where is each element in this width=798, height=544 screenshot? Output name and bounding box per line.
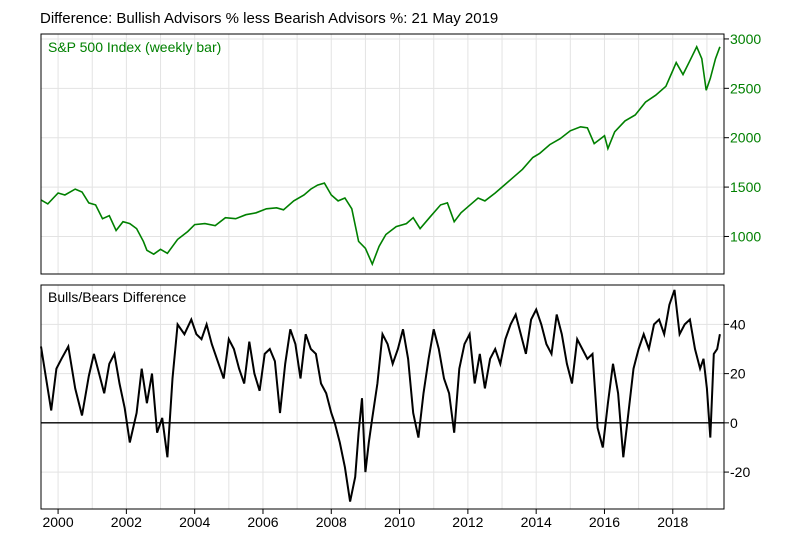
x-tick-label: 2002	[111, 514, 142, 530]
sp500-panel-label: S&P 500 Index (weekly bar)	[48, 39, 221, 55]
x-axis: 2000 2002 2004 2006 2008 2010 2012 2014 2016 2018	[42, 509, 689, 530]
sp500-y-axis: 1000 1500 2000 2500 3000	[724, 31, 761, 244]
sp500-y-tick-label: 1000	[730, 228, 761, 244]
x-tick-label: 2010	[384, 514, 415, 530]
diff-y-axis: -20 0 20 40	[724, 316, 750, 480]
diff-y-tick-label: 20	[730, 366, 746, 382]
diff-gridlines	[41, 285, 724, 509]
x-tick-label: 2004	[179, 514, 210, 530]
chart-title: Difference: Bullish Advisors % less Bear…	[40, 10, 498, 27]
x-tick-label: 2008	[316, 514, 347, 530]
sp500-panel-frame	[40, 33, 725, 275]
diff-y-tick-label: -20	[730, 464, 750, 480]
diff-y-tick-label: 40	[730, 316, 746, 332]
x-tick-label: 2006	[247, 514, 278, 530]
diff-panel-label: Bulls/Bears Difference	[48, 289, 186, 305]
x-tick-label: 2018	[657, 514, 688, 530]
sp500-series-line	[40, 44, 721, 267]
sp500-y-tick-label: 3000	[730, 31, 761, 47]
sp500-y-tick-label: 2500	[730, 80, 761, 96]
diff-panel-frame	[40, 284, 725, 510]
x-tick-label: 2012	[452, 514, 483, 530]
sp500-gridlines	[41, 34, 724, 274]
x-tick-label: 2000	[42, 514, 73, 530]
bulls-bears-difference-line	[40, 289, 721, 502]
diff-y-tick-label: 0	[730, 415, 738, 431]
sp500-y-tick-label: 1500	[730, 179, 761, 195]
x-tick-label: 2016	[589, 514, 620, 530]
x-tick-label: 2014	[521, 514, 552, 530]
sp500-y-tick-label: 2000	[730, 130, 761, 146]
